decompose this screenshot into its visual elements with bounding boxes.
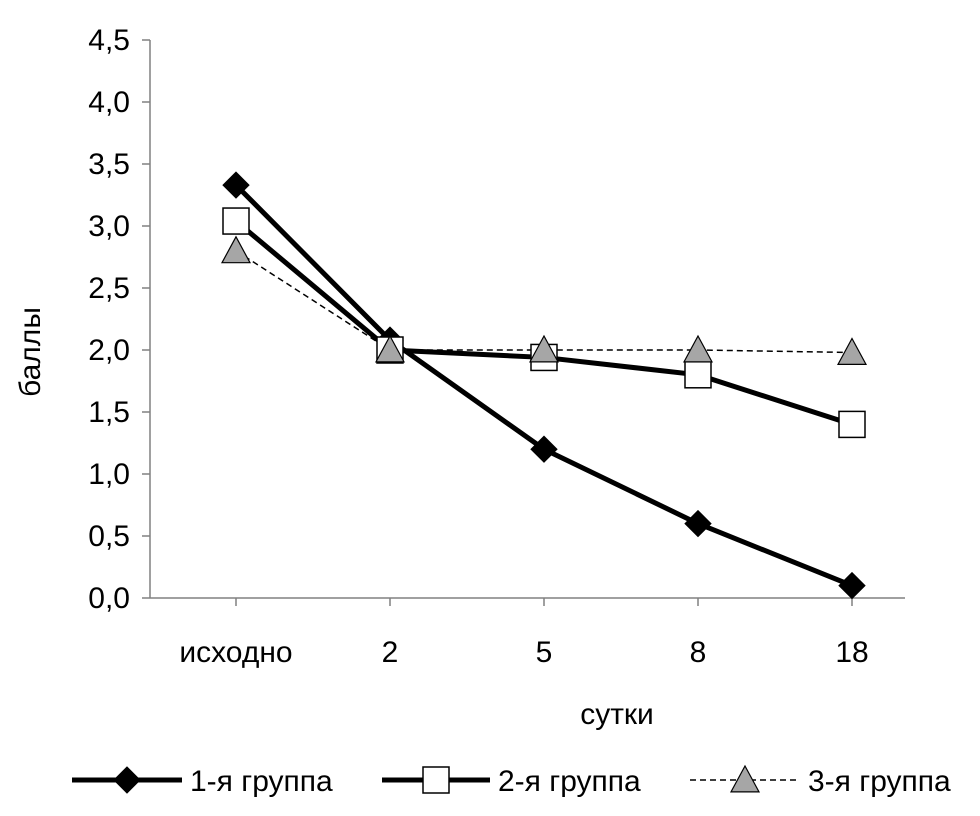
series-1-point (684, 509, 712, 538)
series-3-point (220, 235, 252, 264)
y-tick-label: 3,0 (88, 210, 130, 243)
legend-label-1: 1-я группа (190, 765, 333, 798)
y-axis-title: баллы (14, 307, 47, 397)
legend-marker-1 (113, 766, 141, 794)
chart-legend: 1-я группа 2-я группа 3-я группа (72, 764, 951, 798)
series-1-point (530, 435, 558, 463)
x-axis-ticks: исходно 2 5 8 18 (179, 598, 869, 669)
chart-axes (149, 40, 905, 599)
x-tick-label: 18 (835, 636, 868, 669)
x-tick-label: 5 (536, 636, 553, 669)
y-tick-label: 4,5 (88, 24, 130, 57)
series-1-point (222, 171, 250, 199)
chart-series (220, 171, 868, 600)
series-2-point (222, 207, 250, 235)
y-tick-label: 3,5 (88, 148, 130, 181)
legend-marker-2 (422, 766, 450, 794)
series-3-point (682, 334, 714, 363)
series-line-3 (235, 250, 853, 354)
y-tick-label: 1,0 (88, 458, 130, 491)
series-3-point (528, 334, 560, 363)
series-2-point (684, 361, 712, 389)
y-axis-ticks: 0,0 0,5 1,0 1,5 2,0 2,5 3,0 3,5 4,0 4,5 (88, 24, 150, 615)
series-3-point (374, 334, 406, 363)
series-2-point (838, 410, 866, 439)
series-1-point (838, 571, 866, 600)
legend-label-3: 3-я группа (808, 765, 951, 798)
x-tick-label: 2 (382, 636, 399, 669)
y-tick-label: 2,5 (88, 272, 130, 305)
series-line-1 (234, 183, 853, 588)
y-tick-label: 0,5 (88, 520, 130, 553)
y-tick-label: 1,5 (88, 396, 130, 429)
y-tick-label: 0,0 (88, 582, 130, 615)
legend-marker-3 (729, 764, 761, 793)
x-axis-title: сутки (580, 698, 654, 731)
x-tick-label: исходно (179, 636, 292, 669)
series-line-2 (234, 219, 853, 427)
series-3-point (836, 337, 868, 365)
legend-label-2: 2-я группа (498, 765, 641, 798)
y-tick-label: 4,0 (88, 86, 130, 119)
x-tick-label: 8 (690, 636, 707, 669)
y-tick-label: 2,0 (88, 334, 130, 367)
